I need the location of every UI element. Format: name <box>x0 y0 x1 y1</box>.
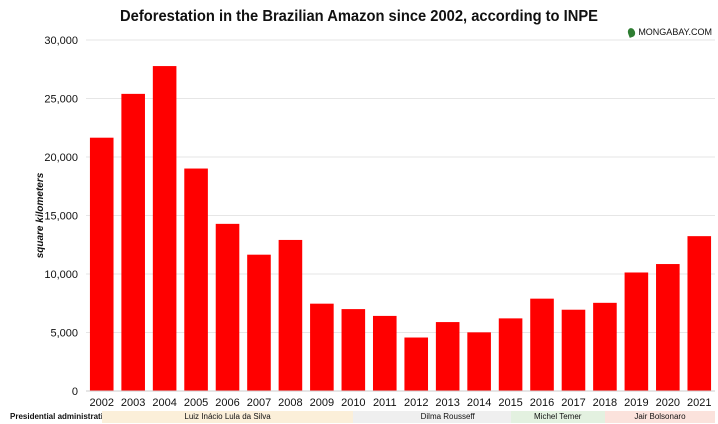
bar-2011 <box>372 315 397 391</box>
y-tick-label: 5,000 <box>50 328 78 340</box>
bar-2019 <box>624 272 649 391</box>
x-tick-label: 2008 <box>278 397 302 409</box>
bar-2021 <box>687 236 712 391</box>
bar-2003 <box>121 93 145 392</box>
x-tick-label: 2015 <box>498 397 522 409</box>
bar-2010 <box>341 309 366 391</box>
x-tick-label: 2021 <box>687 397 711 409</box>
bar-2009 <box>310 303 334 391</box>
x-tick-label: 2006 <box>215 397 239 409</box>
source-label: MONGABAY.COM <box>638 27 712 37</box>
bar-2020 <box>656 264 680 391</box>
bar-2014 <box>467 332 491 391</box>
bar-2015 <box>498 318 523 391</box>
administration-band: Michel Temer <box>510 411 605 423</box>
administration-band: Luiz Inácio Lula da Silva <box>101 411 354 423</box>
x-tick-label: 2018 <box>593 397 617 409</box>
y-axis-label: square kilometers <box>35 172 46 258</box>
x-tick-label: 2002 <box>89 397 113 409</box>
x-tick-label: 2019 <box>624 397 648 409</box>
x-tick-label: 2011 <box>373 397 397 409</box>
bar-2006 <box>215 223 240 391</box>
bar-2017 <box>561 309 586 391</box>
bar-2012 <box>404 337 429 391</box>
bar-2002 <box>89 137 114 391</box>
y-tick-label: 0 <box>72 386 78 398</box>
x-tick-label: 2005 <box>184 397 208 409</box>
x-tick-label: 2013 <box>435 397 459 409</box>
y-tick-label: 25,000 <box>44 94 78 106</box>
x-tick-label: 2007 <box>247 397 271 409</box>
y-tick-label: 10,000 <box>44 269 78 281</box>
bar-2004 <box>152 66 177 391</box>
x-tick-label: 2003 <box>121 397 145 409</box>
y-tick-label: 30,000 <box>44 35 78 47</box>
bar-2005 <box>184 168 208 391</box>
administration-band: Jair Bolsonaro <box>604 411 715 423</box>
x-tick-label: 2017 <box>561 397 585 409</box>
bar-chart: 0 5,000 10,000 15,000 20,000 25,000 30,000 squa… <box>35 35 715 409</box>
x-tick-label: 2010 <box>341 397 365 409</box>
x-tick-label: 2009 <box>310 397 334 409</box>
x-tick-label: 2020 <box>656 397 680 409</box>
bar-2008 <box>278 239 303 391</box>
administration-label: Presidential administration: <box>10 412 116 421</box>
y-tick-label: 20,000 <box>44 152 78 164</box>
bar-2007 <box>247 254 271 391</box>
administration-band: Dilma Rousseff <box>353 411 542 423</box>
bar-2013 <box>435 322 460 391</box>
x-tick-label: 2016 <box>530 397 554 409</box>
bar-2018 <box>593 302 617 391</box>
x-tick-label: 2004 <box>152 397 176 409</box>
chart-title: Deforestation in the Brazilian Amazon si… <box>120 8 598 25</box>
x-tick-label: 2012 <box>404 397 428 409</box>
administration-row: Presidential administration: Luiz Inácio… <box>0 410 718 424</box>
bar-2016 <box>530 298 554 391</box>
x-tick-label: 2014 <box>467 397 491 409</box>
y-tick-label: 15,000 <box>44 211 78 223</box>
source-credit: MONGABAY.COM <box>626 26 712 38</box>
